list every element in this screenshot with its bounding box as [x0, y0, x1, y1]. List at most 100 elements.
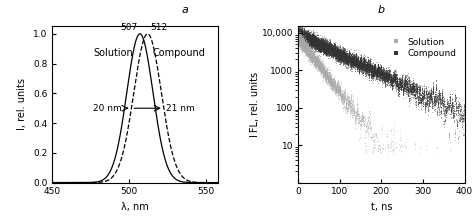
Point: [373, 72, 380, 76]
Point: [318, 58, 326, 62]
Point: [311, 38, 319, 42]
Point: [312, 44, 319, 47]
Point: [333, 57, 341, 60]
Point: [460, 107, 467, 110]
Point: [356, 57, 364, 61]
Point: [367, 75, 375, 79]
Point: [321, 71, 328, 75]
Point: [321, 48, 328, 52]
Point: [335, 58, 343, 61]
Point: [381, 79, 389, 82]
Point: [303, 51, 310, 54]
Point: [456, 119, 463, 122]
Point: [336, 49, 343, 52]
Point: [404, 85, 411, 88]
Point: [333, 48, 340, 52]
Point: [302, 42, 310, 46]
Point: [370, 69, 377, 72]
Point: [355, 60, 362, 64]
Point: [316, 43, 323, 46]
Point: [322, 52, 330, 56]
Point: [412, 86, 420, 90]
Point: [323, 72, 330, 75]
Point: [368, 73, 376, 76]
Point: [320, 66, 328, 69]
Point: [302, 37, 310, 41]
Point: [334, 88, 341, 91]
Point: [439, 101, 447, 104]
Point: [368, 72, 376, 75]
Point: [319, 37, 326, 40]
Point: [408, 87, 416, 90]
Point: [387, 79, 394, 83]
Point: [341, 91, 348, 94]
Point: [393, 72, 401, 76]
Point: [311, 54, 319, 58]
Point: [326, 48, 333, 51]
Point: [302, 35, 310, 38]
Point: [398, 81, 406, 85]
Point: [371, 64, 378, 68]
Point: [295, 38, 302, 42]
Point: [339, 98, 346, 101]
Point: [338, 56, 346, 60]
Point: [381, 145, 389, 149]
Point: [319, 40, 326, 43]
Point: [300, 46, 307, 50]
Point: [306, 37, 313, 41]
Point: [430, 96, 438, 100]
Point: [348, 107, 356, 111]
Point: [311, 42, 319, 45]
Point: [314, 64, 321, 68]
Point: [300, 37, 307, 41]
Point: [414, 99, 422, 103]
Point: [312, 55, 320, 58]
Point: [303, 39, 311, 42]
Point: [296, 43, 304, 46]
Point: [310, 38, 317, 42]
Point: [377, 66, 384, 69]
Point: [328, 51, 335, 55]
Point: [375, 65, 383, 68]
Point: [305, 40, 312, 43]
Point: [307, 40, 314, 43]
Point: [359, 72, 366, 75]
Point: [308, 37, 315, 40]
Point: [321, 42, 328, 45]
Point: [317, 72, 325, 76]
Point: [331, 48, 338, 52]
Point: [314, 40, 321, 43]
Point: [318, 41, 326, 45]
Point: [326, 50, 333, 54]
Point: [356, 123, 364, 127]
Point: [346, 62, 354, 65]
Point: [335, 52, 342, 55]
Point: [338, 101, 346, 105]
Point: [315, 65, 323, 69]
Point: [421, 103, 429, 106]
Point: [350, 59, 357, 63]
Point: [304, 38, 312, 42]
Point: [319, 38, 326, 42]
Point: [296, 35, 303, 39]
Point: [327, 79, 335, 82]
Point: [378, 70, 385, 74]
Point: [428, 92, 436, 96]
Point: [337, 55, 345, 59]
Point: [319, 40, 327, 44]
Point: [392, 73, 400, 77]
Point: [331, 51, 339, 55]
Point: [304, 32, 311, 35]
Point: [350, 59, 357, 62]
Point: [317, 68, 325, 71]
Point: [319, 42, 327, 46]
Point: [333, 51, 340, 54]
Point: [390, 79, 398, 82]
Point: [382, 84, 389, 88]
Point: [304, 47, 312, 51]
Point: [377, 65, 384, 68]
Point: [302, 35, 310, 39]
Point: [358, 66, 365, 70]
Point: [311, 42, 319, 46]
Point: [310, 57, 317, 60]
